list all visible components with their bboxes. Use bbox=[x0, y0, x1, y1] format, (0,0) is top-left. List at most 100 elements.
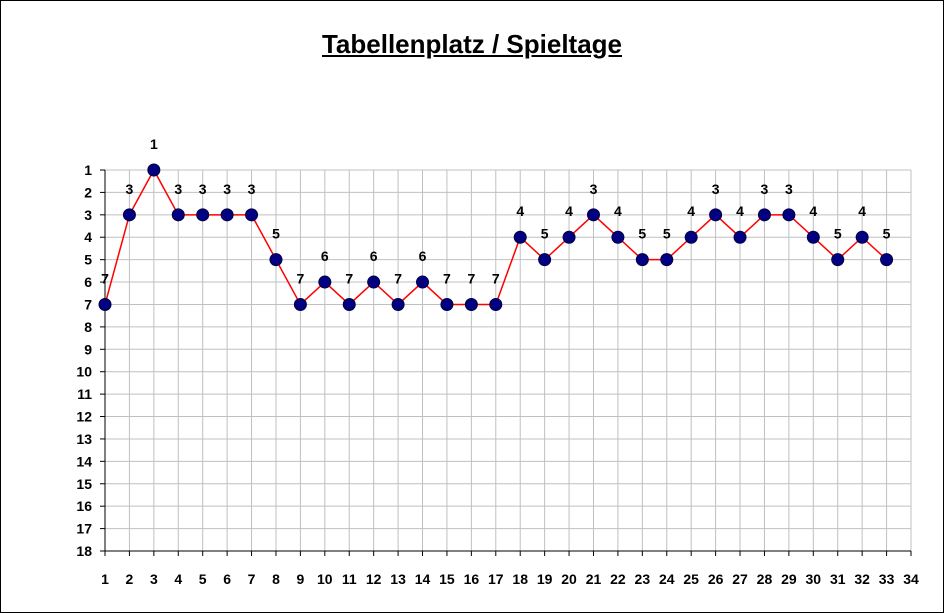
x-tick-label: 23 bbox=[635, 571, 651, 587]
data-label: 3 bbox=[223, 181, 231, 197]
data-label: 7 bbox=[296, 270, 304, 286]
x-tick-label: 17 bbox=[488, 571, 504, 587]
data-label: 4 bbox=[614, 203, 622, 219]
y-tick-label: 16 bbox=[76, 498, 92, 514]
x-tick-label: 27 bbox=[732, 571, 748, 587]
y-tick-label: 8 bbox=[84, 319, 92, 335]
x-tick-label: 8 bbox=[272, 571, 280, 587]
x-tick-label: 33 bbox=[879, 571, 895, 587]
data-point bbox=[757, 208, 771, 222]
data-label: 3 bbox=[248, 181, 256, 197]
data-label: 4 bbox=[858, 203, 866, 219]
data-point bbox=[489, 297, 503, 311]
y-tick-label: 14 bbox=[76, 453, 92, 469]
x-tick-label: 22 bbox=[610, 571, 626, 587]
data-point bbox=[98, 297, 112, 311]
data-point bbox=[318, 275, 332, 289]
data-label: 4 bbox=[516, 203, 524, 219]
data-label: 7 bbox=[101, 270, 109, 286]
x-tick-label: 13 bbox=[390, 571, 406, 587]
data-label: 5 bbox=[541, 226, 549, 242]
x-tick-label: 24 bbox=[659, 571, 675, 587]
data-point bbox=[416, 275, 430, 289]
data-label: 4 bbox=[565, 203, 573, 219]
data-point bbox=[611, 230, 625, 244]
data-label: 5 bbox=[272, 226, 280, 242]
data-label: 7 bbox=[394, 270, 402, 286]
x-tick-label: 14 bbox=[415, 571, 431, 587]
y-tick-label: 3 bbox=[84, 207, 92, 223]
chart-title: Tabellenplatz / Spieltage bbox=[321, 29, 623, 59]
data-label: 3 bbox=[174, 181, 182, 197]
y-tick-label: 2 bbox=[84, 184, 92, 200]
data-point bbox=[733, 230, 747, 244]
data-point bbox=[440, 297, 454, 311]
x-tick-label: 10 bbox=[317, 571, 333, 587]
data-point bbox=[147, 163, 161, 177]
x-tick-label: 3 bbox=[150, 571, 158, 587]
data-label: 7 bbox=[345, 270, 353, 286]
y-tick-label: 6 bbox=[84, 274, 92, 290]
x-tick-label: 31 bbox=[830, 571, 846, 587]
data-label: 5 bbox=[834, 226, 842, 242]
data-label: 6 bbox=[370, 248, 378, 264]
y-tick-label: 13 bbox=[76, 431, 92, 447]
y-tick-label: 18 bbox=[76, 543, 92, 559]
data-point bbox=[391, 297, 405, 311]
data-point bbox=[464, 297, 478, 311]
x-tick-label: 1 bbox=[101, 571, 109, 587]
x-tick-label: 32 bbox=[854, 571, 870, 587]
data-label: 3 bbox=[785, 181, 793, 197]
x-tick-label: 18 bbox=[512, 571, 528, 587]
data-point bbox=[880, 253, 894, 267]
y-tick-label: 12 bbox=[76, 409, 92, 425]
grid-layer bbox=[104, 169, 912, 552]
data-point bbox=[660, 253, 674, 267]
x-tick-label: 34 bbox=[903, 571, 919, 587]
x-tick-label: 25 bbox=[683, 571, 699, 587]
y-tick-label: 9 bbox=[84, 341, 92, 357]
y-tick-label: 4 bbox=[84, 229, 92, 245]
data-label: 5 bbox=[883, 226, 891, 242]
data-point bbox=[586, 208, 600, 222]
y-tick-label: 10 bbox=[76, 364, 92, 380]
data-label: 3 bbox=[199, 181, 207, 197]
data-point bbox=[635, 253, 649, 267]
data-label: 7 bbox=[443, 270, 451, 286]
data-point bbox=[562, 230, 576, 244]
y-tick-label: 1 bbox=[84, 162, 92, 178]
x-tick-label: 11 bbox=[342, 571, 357, 587]
x-tick-label: 5 bbox=[199, 571, 207, 587]
y-tick-label: 17 bbox=[76, 521, 92, 537]
data-point bbox=[709, 208, 723, 222]
x-tick-label: 30 bbox=[806, 571, 822, 587]
data-point bbox=[782, 208, 796, 222]
y-tick-label: 7 bbox=[84, 296, 92, 312]
x-tick-label: 20 bbox=[561, 571, 577, 587]
data-label: 4 bbox=[736, 203, 744, 219]
x-tick-label: 19 bbox=[537, 571, 553, 587]
data-point bbox=[220, 208, 234, 222]
data-label: 6 bbox=[321, 248, 329, 264]
data-point bbox=[513, 230, 527, 244]
x-tick-label: 26 bbox=[708, 571, 724, 587]
data-label: 5 bbox=[663, 226, 671, 242]
data-point bbox=[684, 230, 698, 244]
x-tick-label: 15 bbox=[439, 571, 455, 587]
x-tick-label: 16 bbox=[464, 571, 480, 587]
y-tick-label: 15 bbox=[76, 476, 92, 492]
x-tick-label: 21 bbox=[586, 571, 602, 587]
data-point bbox=[367, 275, 381, 289]
x-tick-label: 29 bbox=[781, 571, 797, 587]
x-tick-label: 28 bbox=[757, 571, 773, 587]
x-tick-label: 2 bbox=[126, 571, 134, 587]
data-label: 3 bbox=[712, 181, 720, 197]
x-tick-label: 9 bbox=[296, 571, 304, 587]
y-tick-label: 11 bbox=[77, 386, 92, 402]
data-point bbox=[245, 208, 259, 222]
data-point bbox=[855, 230, 869, 244]
series-layer bbox=[98, 163, 894, 311]
